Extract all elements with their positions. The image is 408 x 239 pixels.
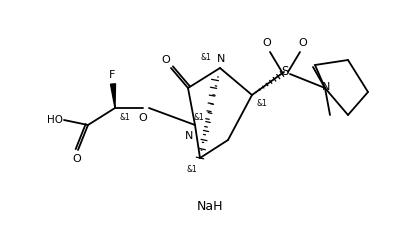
Text: O: O bbox=[139, 113, 147, 123]
Text: N: N bbox=[217, 54, 225, 64]
Text: &1: &1 bbox=[120, 113, 131, 121]
Text: &1: &1 bbox=[194, 113, 204, 121]
Text: O: O bbox=[263, 38, 271, 48]
Text: HO: HO bbox=[47, 115, 63, 125]
Text: F: F bbox=[109, 70, 115, 80]
Text: O: O bbox=[73, 154, 81, 164]
Text: N: N bbox=[185, 131, 193, 141]
Text: O: O bbox=[162, 55, 171, 65]
Polygon shape bbox=[111, 84, 115, 108]
Text: O: O bbox=[299, 38, 307, 48]
Text: NaH: NaH bbox=[197, 201, 223, 213]
Text: S: S bbox=[281, 65, 289, 77]
Text: &1: &1 bbox=[186, 165, 197, 174]
Text: N: N bbox=[322, 82, 330, 92]
Text: &1: &1 bbox=[257, 98, 267, 108]
Text: &1: &1 bbox=[201, 53, 211, 61]
